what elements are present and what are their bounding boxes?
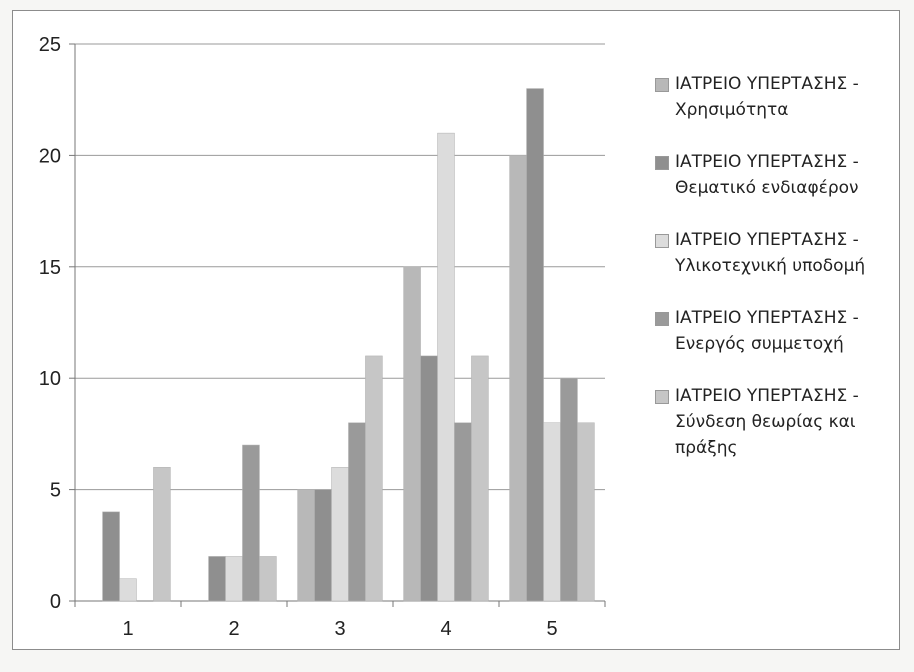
- bar-series2-cat1: [102, 511, 120, 602]
- bar-series3-cat1: [119, 578, 137, 602]
- legend-label-3-line1: ΙΑΤΡΕΙΟ ΥΠΕΡΤΑΣΗΣ -: [675, 230, 859, 250]
- bar-series5-cat3: [365, 355, 383, 602]
- bar-series3-cat4: [437, 132, 455, 602]
- bar-series2-cat4: [420, 355, 438, 602]
- chart-frame: 0 5 10 15 20 25 1 2 3 4 5 ΙΑΤΡΕΙΟ ΥΠΕΡΤΑΣΗΣ - Χρησ…: [12, 10, 900, 650]
- legend-label-5-line1: ΙΑΤΡΕΙΟ ΥΠΕΡΤΑΣΗΣ -: [675, 386, 859, 406]
- legend-item-2: ΙΑΤΡΕΙΟ ΥΠΕΡΤΑΣΗΣ - Θεματικό ενδιαφέρον: [653, 149, 914, 201]
- bar-series4-cat5: [560, 377, 578, 602]
- legend: ΙΑΤΡΕΙΟ ΥΠΕΡΤΑΣΗΣ - Χρησιμότητα ΙΑΤΡΕΙΟ …: [653, 71, 914, 487]
- bar-series4-cat4: [454, 422, 472, 602]
- legend-swatch-1: [655, 78, 669, 92]
- legend-item-1: ΙΑΤΡΕΙΟ ΥΠΕΡΤΑΣΗΣ - Χρησιμότητα: [653, 71, 914, 123]
- bar-series5-cat2: [259, 556, 277, 602]
- bar-series5-cat5: [577, 422, 595, 602]
- legend-swatch-3: [655, 234, 669, 248]
- x-tick-label-5: 5: [546, 618, 557, 640]
- bar-series3-cat3: [331, 467, 349, 602]
- legend-label-5-line3: πράξης: [675, 438, 738, 458]
- x-tick-label-4: 4: [440, 618, 451, 640]
- legend-label-4-line2: Ενεργός συμμετοχή: [675, 334, 844, 354]
- legend-label-3-line2: Υλικοτεχνική υποδομή: [675, 256, 866, 276]
- bar-series2-cat5: [526, 88, 544, 602]
- bar-series4-cat2: [242, 444, 260, 602]
- y-tick-label-0: 0: [50, 591, 61, 613]
- bar-series4-cat3: [348, 422, 366, 602]
- x-tick-label-2: 2: [228, 618, 239, 640]
- bar-series2-cat2: [208, 556, 226, 602]
- x-tick-label-1: 1: [122, 618, 133, 640]
- legend-item-3: ΙΑΤΡΕΙΟ ΥΠΕΡΤΑΣΗΣ - Υλικοτεχνική υποδομή: [653, 227, 914, 279]
- y-tick-label-20: 20: [39, 145, 61, 167]
- legend-swatch-2: [655, 156, 669, 170]
- bar-series1-cat3: [297, 489, 315, 602]
- bar-series1-cat4: [403, 266, 421, 602]
- y-tick-label-15: 15: [39, 257, 61, 279]
- legend-swatch-4: [655, 312, 669, 326]
- x-tick-label-3: 3: [334, 618, 345, 640]
- bar-series5-cat1: [153, 467, 171, 602]
- bar-chart: 0 5 10 15 20 25 1 2 3 4 5: [39, 34, 606, 640]
- bar-series1-cat5: [509, 155, 527, 602]
- y-tick-label-5: 5: [50, 480, 61, 502]
- y-tick-label-25: 25: [39, 34, 61, 56]
- y-tick-label-10: 10: [39, 368, 61, 390]
- legend-label-5-line2: Σύνδεση θεωρίας και: [675, 412, 856, 432]
- legend-label-2-line2: Θεματικό ενδιαφέρον: [675, 178, 859, 198]
- legend-label-2-line1: ΙΑΤΡΕΙΟ ΥΠΕΡΤΑΣΗΣ -: [675, 152, 859, 172]
- bar-series3-cat2: [225, 556, 243, 602]
- bar-series5-cat4: [471, 355, 489, 602]
- legend-label-4-line1: ΙΑΤΡΕΙΟ ΥΠΕΡΤΑΣΗΣ -: [675, 308, 859, 328]
- bar-series2-cat3: [314, 489, 332, 602]
- bar-series3-cat5: [543, 422, 561, 602]
- legend-label-1-line1: ΙΑΤΡΕΙΟ ΥΠΕΡΤΑΣΗΣ -: [675, 74, 859, 94]
- legend-item-4: ΙΑΤΡΕΙΟ ΥΠΕΡΤΑΣΗΣ - Ενεργός συμμετοχή: [653, 305, 914, 357]
- legend-swatch-5: [655, 390, 669, 404]
- legend-item-5: ΙΑΤΡΕΙΟ ΥΠΕΡΤΑΣΗΣ - Σύνδεση θεωρίας και …: [653, 383, 914, 461]
- legend-label-1-line2: Χρησιμότητα: [675, 100, 789, 120]
